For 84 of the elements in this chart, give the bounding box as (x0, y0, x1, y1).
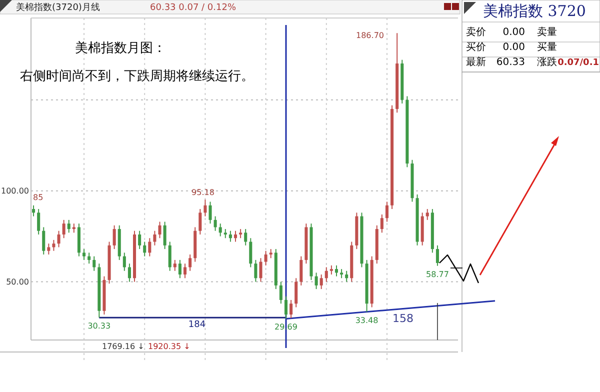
annotation: 186.70 (356, 31, 384, 40)
text: 1769.16 ↓ (102, 342, 144, 351)
candlestick (436, 244, 439, 266)
candlestick (224, 228, 227, 239)
candlestick (259, 258, 262, 282)
candlestick (67, 219, 70, 234)
candlestick (345, 270, 348, 282)
candlestick (294, 278, 298, 308)
text: 买价 (466, 41, 486, 53)
text: 0.00 (502, 27, 525, 38)
candlestick (173, 259, 176, 272)
candlestick (88, 252, 91, 264)
candlestick (198, 208, 202, 235)
candlestick (148, 238, 152, 257)
candlestick (92, 256, 96, 272)
candlestick (128, 263, 131, 282)
candlestick (37, 208, 40, 235)
annotation: 右侧时间尚不到，下跌周期将继续运行。 (20, 69, 254, 84)
candlestick (138, 230, 142, 250)
candlestick (228, 230, 232, 242)
candlestick (178, 259, 182, 279)
annotation: 58.77 (426, 270, 449, 279)
text: 买量 (537, 42, 557, 53)
candlestick (122, 252, 126, 272)
candlestick (249, 238, 252, 268)
y-tick-label: 50.00 (6, 278, 29, 287)
candlestick (214, 216, 217, 232)
candlestick (72, 223, 76, 234)
candlestick (324, 266, 328, 282)
candlestick (158, 221, 162, 239)
candlestick (385, 201, 388, 222)
candlestick (239, 228, 242, 239)
candlestick (380, 214, 384, 234)
candlestick (264, 250, 268, 266)
candlestick (426, 208, 429, 220)
annotation: 33.48 (355, 316, 378, 325)
y-tick-label: 100.00 (1, 186, 29, 196)
chart-title: 美棉指数(3720)月线 (16, 2, 100, 13)
text: 1920.35 ↓ (148, 342, 190, 351)
candlestick (188, 254, 192, 272)
candlestick (204, 199, 207, 217)
candlestick (320, 274, 323, 290)
text: 0.00 (502, 42, 525, 53)
text: 60.33 (496, 57, 525, 68)
candlestick (32, 204, 36, 217)
annotation: 85 (33, 193, 44, 202)
candlestick (57, 230, 60, 248)
candlestick (82, 248, 86, 260)
candlestick (218, 223, 222, 237)
candlestick (52, 239, 56, 252)
candlestick (300, 256, 303, 286)
candlestick (284, 296, 288, 320)
text: 最新 (466, 56, 486, 68)
candlestick (208, 201, 212, 224)
annotation: 95.18 (192, 188, 214, 197)
annotation: 30.33 (88, 322, 111, 331)
candlestick (112, 224, 116, 250)
candlestick (334, 264, 338, 277)
annotation: 158 (392, 312, 414, 325)
candlestick (143, 241, 146, 257)
candlestick (279, 281, 282, 304)
text: 卖量 (537, 26, 557, 38)
candlestick (62, 219, 66, 239)
candlestick (340, 268, 344, 279)
candlestick (163, 221, 166, 250)
candlestick (234, 230, 238, 242)
chart-subtitle: 60.33 0.07 / 0.12% (150, 3, 236, 13)
text: 卖价 (466, 26, 486, 38)
candlestick (244, 228, 248, 246)
candlestick (183, 263, 187, 279)
text: 美棉指数 3720 (483, 2, 586, 20)
candlestick (330, 264, 333, 276)
candlestick (153, 230, 156, 246)
candlestick (314, 272, 318, 290)
candlestick (269, 248, 272, 259)
text: 涨跌 (537, 56, 557, 68)
candlestick (42, 226, 46, 255)
candlestick (168, 241, 172, 272)
candlestick (47, 243, 50, 255)
candlestick (290, 299, 293, 319)
candlestick (254, 259, 258, 282)
annotation: 美棉指数月图： (75, 40, 166, 56)
annotation: 184 (188, 320, 206, 330)
text: 0.07/0.1 (558, 58, 599, 68)
